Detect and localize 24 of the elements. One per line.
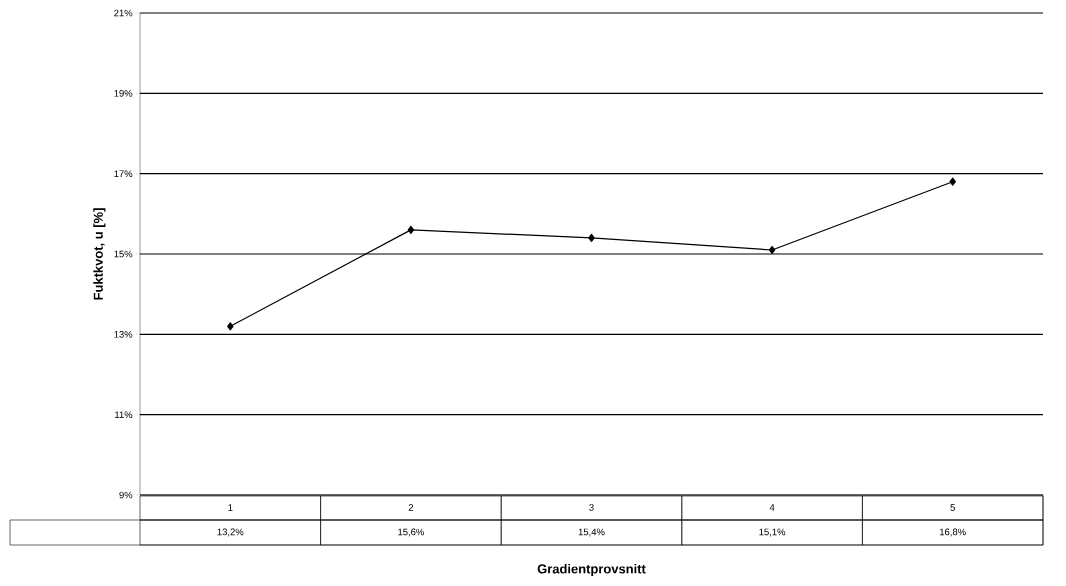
x-tick-label: 4 [769,504,775,511]
data-label: 13,2% [217,528,244,537]
point [768,245,776,255]
data-label: 15,6% [398,528,424,537]
x-tick-label: 1 [228,504,233,511]
x-tick-label: 5 [950,504,955,511]
y-tick-label: 17% [114,170,133,177]
point [588,233,595,243]
point [407,225,415,234]
y-tick-label: 13% [114,330,133,338]
y-tick-label: 21% [114,9,133,17]
y-tick-label: 9% [119,491,133,499]
point [949,177,956,186]
data-label: 15,4% [578,528,605,537]
x-tick-label: 2 [408,504,414,511]
y-tick-label: 11% [115,411,133,418]
data-label: 15,1% [759,528,786,537]
y-tick-label: 15% [114,250,133,258]
y-tick-label: 19% [114,89,133,97]
x-axis-title: Gradientprovsnitt [537,563,646,577]
y-axis-title: Fuktkvot, u [%] [93,208,106,300]
data-label: 16,8% [940,528,966,537]
point [227,322,234,331]
x-tick-label: 3 [589,504,594,511]
